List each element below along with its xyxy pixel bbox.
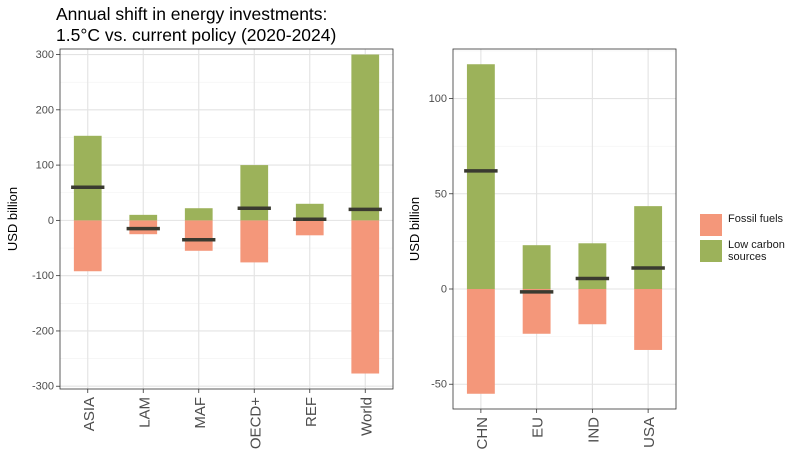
- y-axis-title: USD billion: [5, 187, 20, 251]
- y-tick-label: 0: [441, 284, 447, 296]
- bar-lowcarbon-chn: [466, 64, 495, 289]
- chart-title-line-2: 1.5°C vs. current policy (2020-2024): [56, 25, 337, 45]
- chart-title: Annual shift in energy investments: 1.5°…: [56, 4, 336, 46]
- countries-panel: -50 0 50 100 USD billion CHN EU IND USA: [407, 48, 677, 450]
- bar-lowcarbon-asia: [73, 135, 102, 221]
- bar-fossil-chn: [466, 289, 495, 394]
- bar-fossil-maf: [184, 220, 213, 251]
- legend-label-lowcarbon: Low carbon sources: [728, 239, 785, 263]
- bar-fossil-world: [351, 220, 380, 374]
- y-tick-label: -300: [32, 381, 54, 393]
- x-tick-label-world: World: [358, 397, 375, 436]
- y-tick-label: 300: [36, 49, 54, 61]
- legend-swatch-lowcarbon: [700, 240, 722, 262]
- x-tick-label-chn: CHN: [474, 417, 491, 450]
- x-tick-label-maf: MAF: [192, 397, 209, 429]
- bar-lowcarbon-world: [351, 54, 380, 221]
- y-tick-label: 100: [429, 93, 447, 105]
- regions-panel: -300 -200 -100 0 100 200 300 USD billion ASIA LAM…: [5, 48, 394, 449]
- bar-lowcarbon-eu: [522, 245, 551, 289]
- panel-border: [59, 48, 394, 390]
- x-tick-label-asia: ASIA: [81, 397, 98, 431]
- bar-fossil-asia: [73, 220, 102, 272]
- bar-lowcarbon-oecd: [240, 165, 269, 221]
- legend: Fossil fuels Low carbon sources: [700, 213, 803, 266]
- bar-fossil-ind: [578, 289, 607, 325]
- x-tick-label-usa: USA: [641, 417, 658, 448]
- x-tick-label-oecd: OECD+: [247, 397, 264, 449]
- y-tick-label: 100: [36, 160, 54, 172]
- legend-item-lowcarbon: Low carbon sources: [700, 239, 803, 266]
- y-tick-label: -200: [32, 325, 54, 337]
- y-tick-label: -100: [32, 270, 54, 282]
- x-tick-label-lam: LAM: [136, 397, 153, 428]
- bar-lowcarbon-maf: [184, 208, 213, 221]
- bar-fossil-oecd: [240, 220, 269, 263]
- y-axis-title: USD billion: [407, 197, 422, 261]
- bar-fossil-usa: [634, 289, 663, 350]
- bar-lowcarbon-ind: [578, 243, 607, 289]
- bar-lowcarbon-ref: [295, 203, 324, 221]
- legend-swatch-fossil: [700, 214, 722, 236]
- panel-border: [452, 48, 677, 410]
- bar-fossil-eu: [522, 289, 551, 334]
- x-tick-label-ref: REF: [303, 397, 320, 427]
- bar-lowcarbon-lam: [129, 214, 158, 221]
- y-tick-label: 200: [36, 104, 54, 116]
- y-tick-label: 0: [48, 215, 54, 227]
- chart-title-line-1: Annual shift in energy investments:: [56, 4, 328, 24]
- y-tick-label: -50: [431, 379, 447, 391]
- bar-lowcarbon-usa: [634, 206, 663, 289]
- legend-item-fossil: Fossil fuels: [700, 213, 803, 240]
- bar-fossil-ref: [295, 220, 324, 236]
- legend-label-fossil: Fossil fuels: [728, 213, 784, 225]
- x-tick-label-eu: EU: [530, 417, 547, 438]
- x-tick-label-ind: IND: [585, 417, 602, 443]
- y-tick-label: 50: [435, 188, 447, 200]
